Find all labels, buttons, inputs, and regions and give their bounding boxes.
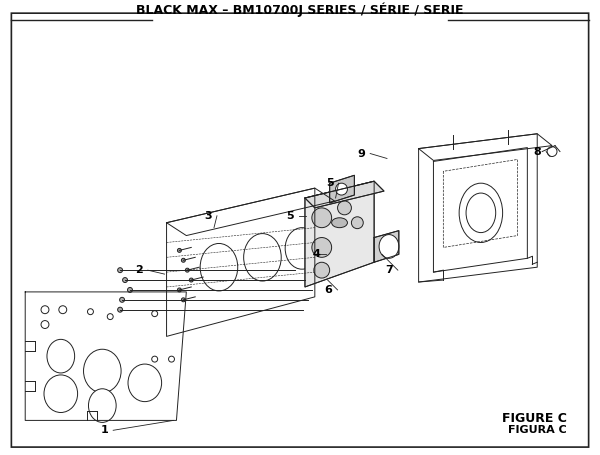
Text: 4: 4 [313, 249, 321, 259]
Circle shape [178, 248, 181, 253]
Text: BLACK MAX – BM10700J SERIES / SÉRIE / SERIE: BLACK MAX – BM10700J SERIES / SÉRIE / SE… [136, 3, 464, 17]
Ellipse shape [332, 218, 347, 228]
Circle shape [178, 288, 181, 292]
Circle shape [41, 321, 49, 329]
Polygon shape [305, 181, 374, 287]
Text: FIGURA C: FIGURA C [508, 425, 567, 435]
Ellipse shape [88, 389, 116, 422]
Ellipse shape [44, 375, 77, 413]
Ellipse shape [379, 235, 399, 258]
Circle shape [152, 311, 158, 317]
Circle shape [59, 306, 67, 313]
Ellipse shape [244, 233, 281, 281]
Circle shape [122, 278, 128, 283]
Text: 8: 8 [533, 147, 541, 157]
Circle shape [312, 238, 332, 258]
Polygon shape [374, 231, 399, 262]
Circle shape [181, 298, 185, 302]
Polygon shape [329, 175, 355, 203]
Circle shape [352, 217, 363, 229]
Text: 1: 1 [100, 425, 108, 435]
Circle shape [314, 262, 329, 278]
Text: 2: 2 [135, 265, 143, 275]
Circle shape [181, 258, 185, 262]
Circle shape [118, 268, 122, 273]
Text: 5: 5 [286, 211, 294, 221]
Circle shape [128, 288, 133, 293]
Ellipse shape [83, 349, 121, 393]
Circle shape [152, 356, 158, 362]
Circle shape [547, 147, 557, 157]
Text: 9: 9 [358, 148, 365, 158]
Text: 7: 7 [385, 265, 393, 275]
Ellipse shape [128, 364, 161, 402]
Ellipse shape [466, 193, 496, 233]
Ellipse shape [459, 183, 503, 243]
Circle shape [41, 306, 49, 313]
Circle shape [185, 268, 189, 272]
Circle shape [189, 278, 193, 282]
Polygon shape [305, 181, 384, 208]
Circle shape [169, 356, 175, 362]
Circle shape [107, 313, 113, 319]
Ellipse shape [47, 339, 74, 373]
Text: 6: 6 [325, 285, 332, 295]
Circle shape [118, 307, 122, 312]
Circle shape [338, 201, 352, 215]
Ellipse shape [285, 228, 319, 269]
Text: 5: 5 [326, 178, 334, 188]
Text: FIGURE C: FIGURE C [502, 412, 567, 425]
Circle shape [119, 298, 125, 302]
Text: 3: 3 [205, 211, 212, 221]
Circle shape [312, 208, 332, 228]
Circle shape [88, 308, 94, 315]
Circle shape [335, 183, 347, 195]
Ellipse shape [200, 243, 238, 291]
